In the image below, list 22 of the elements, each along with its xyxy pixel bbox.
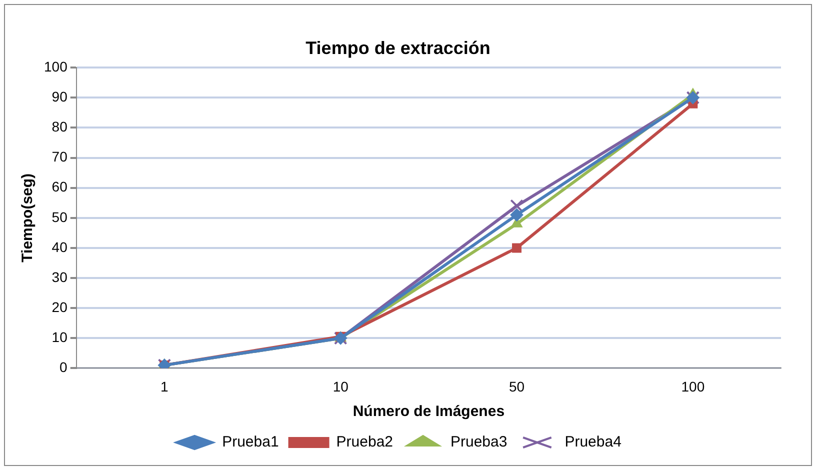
y-tick-label: 60 bbox=[52, 178, 68, 195]
legend-label: Prueba3 bbox=[450, 434, 508, 451]
y-tick-label: 20 bbox=[52, 298, 68, 315]
y-tick-label: 30 bbox=[52, 268, 68, 285]
chart-title: Tiempo de extracción bbox=[306, 38, 490, 58]
x-tick-label: 100 bbox=[681, 378, 705, 394]
legend-label: Prueba4 bbox=[564, 434, 622, 451]
y-tick-label: 100 bbox=[44, 58, 68, 74]
y-tick-label: 90 bbox=[52, 88, 68, 105]
x-tick-label: 50 bbox=[508, 378, 525, 394]
y-tick-label: 50 bbox=[52, 208, 68, 225]
x-axis-title: Número de Imágenes bbox=[352, 403, 505, 420]
x-tick-label: 10 bbox=[332, 378, 349, 394]
y-tick-label: 0 bbox=[60, 359, 68, 376]
y-axis-title: Tiempo(seg) bbox=[19, 173, 36, 262]
legend-label: Prueba2 bbox=[336, 434, 394, 451]
y-tick-label: 40 bbox=[52, 238, 68, 255]
y-tick-label: 10 bbox=[52, 329, 68, 345]
y-tick-label: 80 bbox=[52, 118, 68, 135]
x-tick-label: 1 bbox=[160, 378, 169, 394]
legend-label: Prueba1 bbox=[222, 434, 279, 451]
y-tick-label: 70 bbox=[52, 148, 68, 165]
